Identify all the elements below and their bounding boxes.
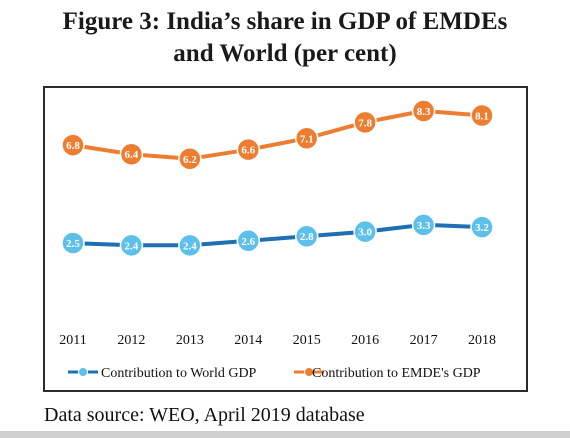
data-point: 6.6	[236, 137, 261, 162]
data-marker	[178, 233, 202, 258]
data-label: 3.2	[475, 222, 489, 234]
data-point: 6.8	[61, 133, 85, 157]
x-axis: 2011 2012 2013 2014 2015 2016 2017 2018	[59, 333, 496, 348]
data-marker	[353, 110, 377, 135]
x-tick-label: 2012	[117, 333, 145, 348]
data-marker	[470, 103, 494, 128]
data-label: 2.8	[300, 231, 314, 243]
legend-label: Contribution to World GDP	[101, 366, 257, 381]
data-marker	[61, 133, 85, 157]
data-label: 3.0	[358, 227, 372, 239]
data-point: 2.6	[236, 229, 261, 253]
data-label: 8.3	[417, 106, 431, 118]
series-emde-gdp: 6.8 6.4 6.2 6.6 7.1 7.8 8.3 8.1	[61, 99, 494, 171]
x-tick-label: 2014	[234, 333, 262, 348]
x-tick-label: 2011	[59, 333, 86, 348]
data-label: 2.4	[125, 240, 139, 252]
legend-swatch-marker	[304, 367, 314, 377]
data-point: 8.1	[470, 103, 494, 128]
x-tick-label: 2015	[293, 333, 321, 348]
data-marker	[411, 99, 436, 123]
data-marker	[178, 147, 202, 171]
data-label: 6.6	[241, 145, 255, 157]
chart-title-line-2: and World (per cent)	[173, 40, 397, 67]
x-tick-label: 2016	[351, 333, 379, 348]
data-source-note: Data source: WEO, April 2019 database	[44, 404, 365, 426]
data-label: 8.1	[475, 111, 489, 123]
data-point: 6.4	[119, 142, 144, 166]
data-marker	[61, 231, 85, 255]
legend-item: Contribution to EMDE's GDP	[294, 366, 481, 381]
series-world-gdp: 2.5 2.4 2.4 2.6 2.8 3.0 3.3 3.2	[61, 213, 494, 258]
chart-title: Figure 3: India’s share in GDP of EMDEs …	[0, 6, 570, 70]
legend-label: Contribution to EMDE's GDP	[312, 366, 481, 381]
x-tick-label: 2013	[176, 333, 204, 348]
data-point: 7.8	[353, 110, 377, 135]
series-layer: 2.5 2.4 2.4 2.6 2.8 3.0 3.3 3.2 6.8 6.4 6.2 6.6 7.1 7…	[61, 99, 494, 258]
chart-title-line-1: Figure 3: India’s share in GDP of EMDEs	[62, 8, 508, 35]
data-marker	[119, 142, 144, 166]
data-label: 2.4	[183, 240, 197, 252]
data-label: 2.6	[241, 236, 255, 248]
data-marker	[470, 215, 494, 239]
data-point: 2.4	[178, 233, 202, 258]
data-point: 7.1	[294, 126, 319, 151]
data-label: 7.1	[300, 133, 314, 145]
data-point: 6.2	[178, 147, 202, 171]
x-tick-label: 2017	[410, 333, 438, 348]
legend: Contribution to World GDP Contribution to…	[68, 366, 481, 381]
legend-swatch-marker	[78, 367, 88, 377]
data-point: 8.3	[411, 99, 436, 123]
data-marker	[119, 233, 144, 258]
data-label: 6.8	[66, 140, 80, 152]
data-point: 3.0	[353, 219, 377, 244]
data-point: 3.3	[411, 213, 436, 237]
data-marker	[236, 229, 261, 253]
data-marker	[294, 224, 319, 248]
data-label: 6.4	[125, 149, 139, 161]
data-label: 3.3	[417, 220, 431, 232]
data-marker	[353, 219, 377, 244]
data-point: 2.4	[119, 233, 144, 258]
data-point: 3.2	[470, 215, 494, 239]
data-label: 7.8	[358, 117, 372, 129]
data-marker	[294, 126, 319, 151]
data-label: 2.5	[66, 238, 80, 250]
data-marker	[411, 213, 436, 237]
data-point: 2.8	[294, 224, 319, 248]
page-bottom-rule	[0, 431, 570, 438]
x-tick-label: 2018	[468, 333, 496, 348]
data-marker	[236, 137, 261, 162]
legend-item: Contribution to World GDP	[68, 366, 257, 381]
data-label: 6.2	[183, 154, 197, 166]
data-point: 2.5	[61, 231, 85, 255]
